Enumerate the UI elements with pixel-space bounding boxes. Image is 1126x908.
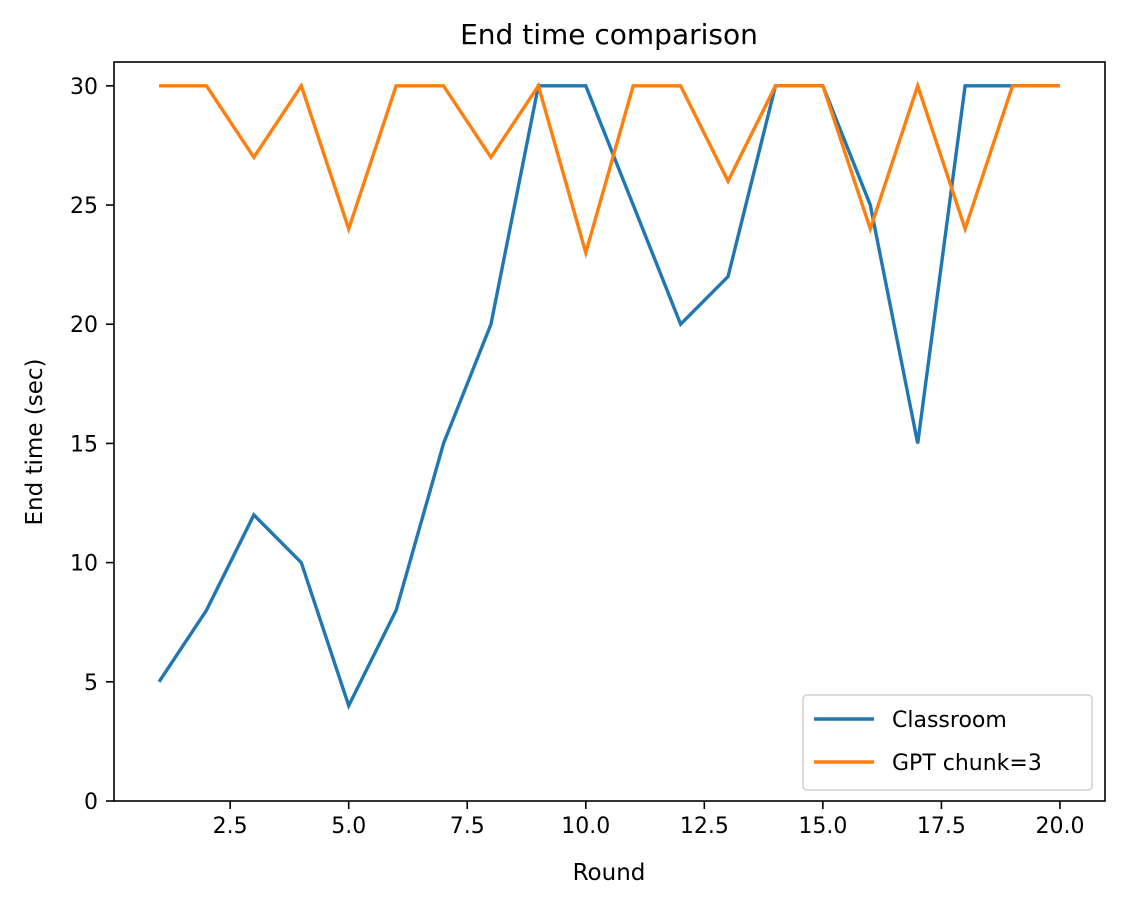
- x-tick-label: 5.0: [331, 814, 366, 839]
- x-tick-label: 15.0: [798, 814, 847, 839]
- y-tick-label: 5: [84, 671, 98, 696]
- y-axis-ticks: 0 5 10 15 20 25 30: [70, 75, 114, 815]
- x-tick-label: 12.5: [680, 814, 729, 839]
- y-tick-label: 0: [84, 790, 98, 815]
- y-axis-label: End time (sec): [22, 358, 48, 525]
- series-line-2: [159, 80, 1060, 259]
- y-tick-label: 25: [70, 194, 98, 219]
- x-axis-label: Round: [573, 860, 646, 886]
- x-tick-label: 20.0: [1035, 814, 1084, 839]
- y-tick-label: 30: [70, 75, 98, 100]
- legend-label-1: Classroom: [892, 708, 1007, 733]
- x-tick-label: 7.5: [450, 814, 485, 839]
- x-tick-label: 10.0: [561, 814, 610, 839]
- plot-frame: [113, 61, 1106, 802]
- legend-label-2: GPT chunk=3: [892, 751, 1042, 776]
- legend: Classroom GPT chunk=3: [802, 694, 1093, 791]
- y-tick-label: 15: [70, 432, 98, 457]
- plot-area: 2.5 5.0 7.5 10.0 12.5 15.0 17.5 20.0 0 5 10 15 20 25…: [70, 61, 1106, 839]
- x-axis-ticks: 2.5 5.0 7.5 10.0 12.5 15.0 17.5 20.0: [213, 801, 1084, 839]
- series-line-1: [157, 84, 1060, 711]
- y-tick-label: 10: [70, 552, 98, 577]
- series-layer: [157, 80, 1060, 711]
- x-tick-label: 2.5: [213, 814, 248, 839]
- chart-title: End time comparison: [460, 18, 758, 51]
- y-tick-label: 20: [70, 313, 98, 338]
- x-tick-label: 17.5: [917, 814, 966, 839]
- legend-box: [802, 694, 1093, 791]
